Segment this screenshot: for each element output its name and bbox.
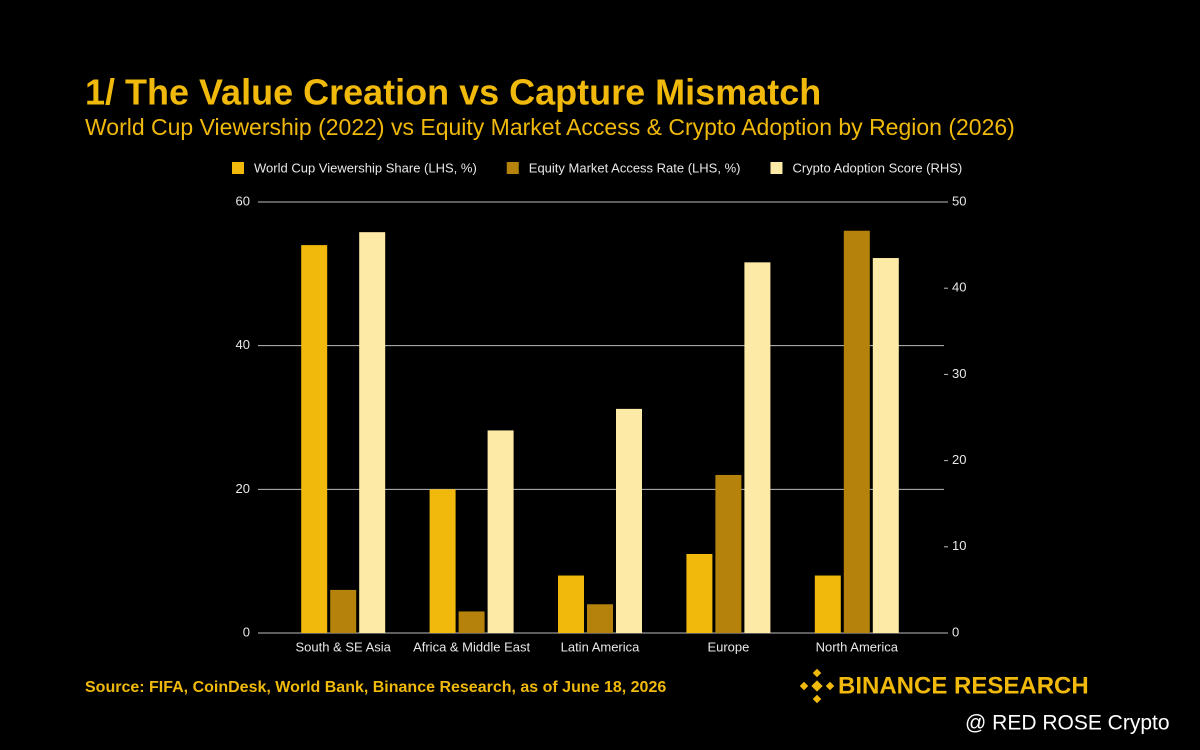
y-tick-label: 0 <box>243 624 250 639</box>
y-tick-label: 40 <box>236 337 250 352</box>
legend-swatch <box>506 162 519 174</box>
x-tick-label: Latin America <box>561 639 641 654</box>
y2-tick-label: 40 <box>952 280 966 295</box>
bar <box>301 245 328 633</box>
bar <box>616 408 642 633</box>
bar <box>814 575 841 633</box>
bar <box>458 611 485 633</box>
y2-tick-label: 10 <box>952 538 966 553</box>
x-tick-label: Europe <box>707 639 749 654</box>
source-note: Source: FIFA, CoinDesk, World Bank, Bina… <box>85 679 666 696</box>
y2-tick-label: 50 <box>952 193 966 208</box>
x-tick-label: North America <box>816 639 899 654</box>
bar <box>744 262 771 633</box>
y2-tick-label: 30 <box>952 366 966 381</box>
bar <box>715 474 742 633</box>
bar <box>686 553 713 633</box>
bar <box>429 489 456 633</box>
y-tick-label: 60 <box>236 193 250 208</box>
y-tick-label: 20 <box>236 481 250 496</box>
x-tick-label: South & SE Asia <box>295 639 391 654</box>
legend-label: World Cup Viewership Share (LHS, %) <box>254 160 477 175</box>
y2-tick-label: 20 <box>952 452 966 467</box>
legend-label: Crypto Adoption Score (RHS) <box>792 160 962 175</box>
brand-name: BINANCE RESEARCH <box>838 672 1089 699</box>
watermark: @ RED ROSE Crypto <box>965 712 1170 735</box>
legend-swatch <box>232 162 244 174</box>
bar <box>587 604 613 633</box>
chart-title: 1/ The Value Creation vs Capture Mismatc… <box>85 72 821 113</box>
x-tick-label: Africa & Middle East <box>413 639 530 654</box>
legend-swatch <box>770 162 783 174</box>
bar <box>872 258 899 633</box>
legend-label: Equity Market Access Rate (LHS, %) <box>529 160 741 175</box>
bar <box>330 589 357 633</box>
bar <box>487 430 514 633</box>
chart-subtitle: World Cup Viewership (2022) vs Equity Ma… <box>85 114 1015 140</box>
bar <box>843 230 870 633</box>
bar <box>359 232 386 634</box>
bar <box>558 575 584 633</box>
y2-tick-label: 0 <box>952 624 959 639</box>
